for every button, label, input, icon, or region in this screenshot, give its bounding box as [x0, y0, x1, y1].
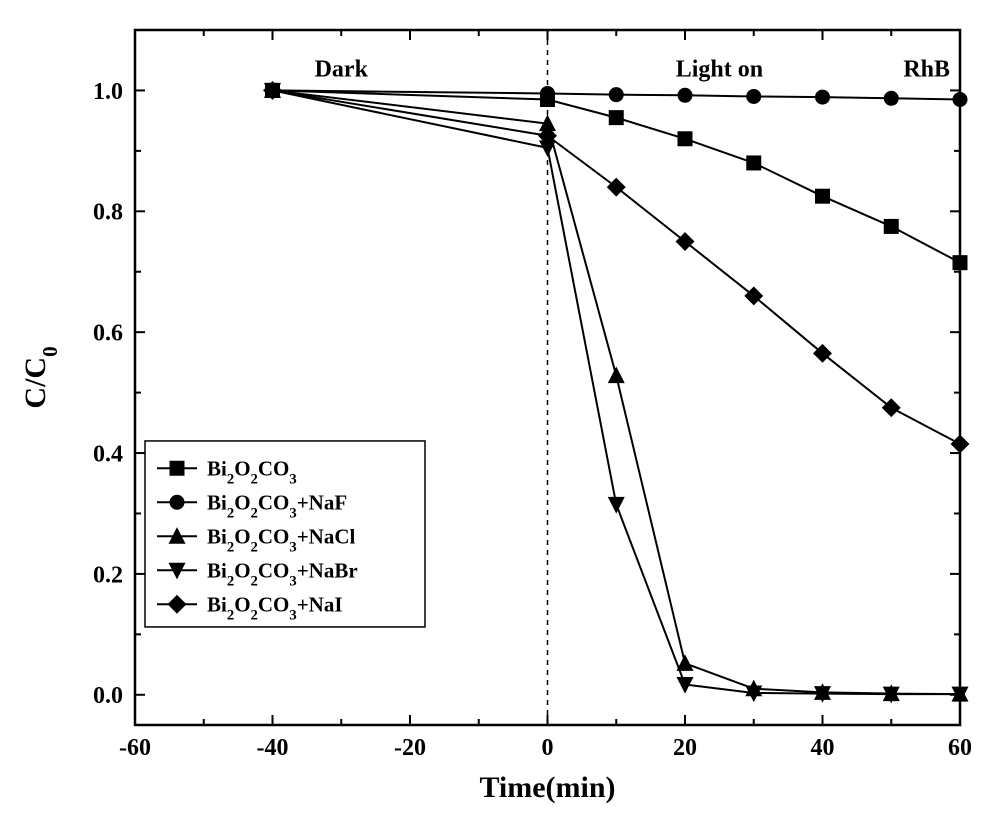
chart-container: -60 -40 -20 0 20 40 60 0.0 0.2 0.4 0.6 0.8 1.0 Dark Li…: [0, 0, 1000, 832]
legend: Bi2O2CO3Bi2O2CO3+NaFBi2O2CO3+NaClBi2O2CO…: [145, 441, 425, 627]
x-axis-label: Time(min): [479, 771, 615, 804]
annot-dark: Dark: [315, 56, 369, 82]
svg-text:-40: -40: [257, 735, 289, 761]
svg-text:0.2: 0.2: [93, 562, 123, 588]
svg-text:0.0: 0.0: [93, 683, 123, 709]
svg-text:0.8: 0.8: [93, 200, 123, 226]
svg-text:-20: -20: [394, 735, 426, 761]
svg-text:-60: -60: [119, 735, 151, 761]
svg-text:40: 40: [811, 735, 835, 761]
svg-text:0.6: 0.6: [93, 321, 123, 347]
svg-text:60: 60: [948, 735, 972, 761]
svg-text:0: 0: [542, 735, 554, 761]
svg-text:20: 20: [673, 735, 697, 761]
annot-rhb: RhB: [903, 56, 950, 82]
annot-light-on: Light on: [676, 56, 763, 82]
series-Bi₂O₂CO₃+NaI: [264, 82, 969, 453]
chart-svg: -60 -40 -20 0 20 40 60 0.0 0.2 0.4 0.6 0.8 1.0 Dark Li…: [0, 0, 1000, 832]
svg-text:0.4: 0.4: [93, 441, 123, 467]
y-axis-label: C/C0: [19, 346, 62, 408]
svg-text:1.0: 1.0: [93, 79, 123, 105]
